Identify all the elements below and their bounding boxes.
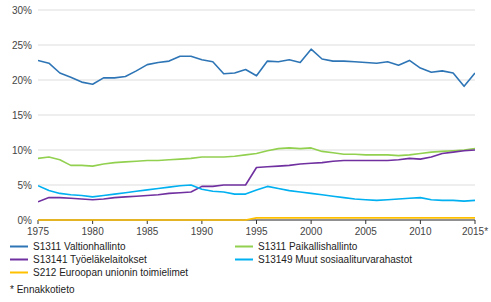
legend-label: S212 Euroopan unionin toimielimet [33, 267, 188, 278]
x-tick [420, 220, 421, 224]
series-line [38, 49, 475, 86]
grid-line [38, 185, 475, 186]
x-tick-label: 1985 [136, 226, 159, 237]
legend-label: S13141 Työeläkelaitokset [33, 254, 147, 265]
x-tick-label: 2015* [462, 226, 488, 237]
legend: S1311 Valtionhallinto S1311 Paikallishall… [10, 241, 412, 278]
legend-swatch [10, 272, 28, 274]
legend-label: S13149 Muut sosiaaliturvarahastot [258, 254, 412, 265]
y-tick-label: 25% [12, 40, 32, 51]
series-line [38, 150, 475, 202]
footnote: * Ennakkotieto [10, 284, 75, 295]
grid-line [38, 80, 475, 81]
x-tick [365, 220, 366, 224]
y-tick-label: 5% [18, 180, 33, 191]
y-tick-label: 15% [12, 110, 32, 121]
x-tick-label: 2010 [409, 226, 432, 237]
y-tick-label: 20% [12, 75, 32, 86]
grid-line [38, 115, 475, 116]
chart: 0% 5% 10% 15% 20% 25% 30% 1975 1980 1985 1990 1995 2… [0, 0, 491, 302]
x-tick [475, 220, 476, 224]
x-tick [256, 220, 257, 224]
grid [38, 10, 475, 220]
x-tick-label: 2005 [355, 226, 378, 237]
x-tick-label: 1990 [191, 226, 214, 237]
y-tick-label: 10% [12, 145, 32, 156]
x-tick-label: 1980 [82, 226, 105, 237]
series-line [38, 185, 475, 201]
grid-line [38, 45, 475, 46]
legend-swatch [235, 259, 253, 261]
y-tick-label: 30% [12, 5, 32, 16]
grid-line [38, 10, 475, 11]
legend-swatch [10, 259, 28, 261]
legend-label: S1311 Valtionhallinto [33, 241, 126, 252]
grid-line [38, 150, 475, 151]
legend-label: S1311 Paikallishallinto [258, 241, 358, 252]
x-tick-label: 2000 [300, 226, 323, 237]
plot-area [38, 49, 475, 220]
legend-swatch [235, 246, 253, 248]
x-tick-label: 1995 [245, 226, 268, 237]
legend-swatch [10, 246, 28, 248]
series-line [38, 218, 475, 220]
series-line [38, 148, 475, 166]
x-tick [311, 220, 312, 224]
y-tick-label: 0% [18, 215, 33, 226]
x-tick-label: 1975 [27, 226, 50, 237]
